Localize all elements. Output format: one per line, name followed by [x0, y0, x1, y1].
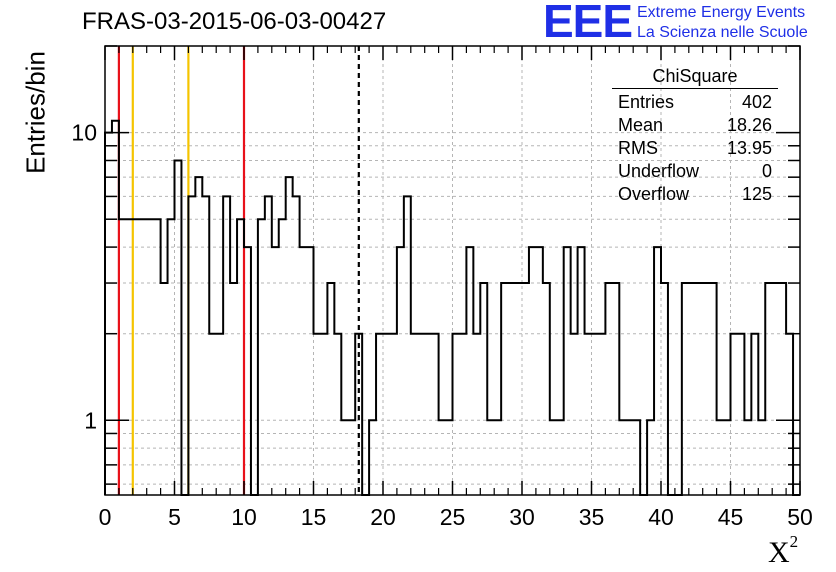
x-axis-label: X2 [768, 532, 799, 569]
run-title: FRAS-03-2015-06-03-00427 [82, 8, 387, 35]
x-tick-label: 10 [231, 504, 257, 530]
reference-lines [117, 46, 360, 495]
x-tick-label: 15 [301, 504, 327, 530]
x-tick-label: 40 [648, 504, 674, 530]
x-tick-label: 45 [718, 504, 744, 530]
x-tick-label: 25 [440, 504, 466, 530]
logo-text-line2: La Scienza nelle Scuole [637, 24, 808, 41]
y-axis-label: Entries/bin [20, 51, 51, 174]
stats-row-underflow: Underflow 0 [618, 161, 772, 181]
stats-box: ChiSquare Entries 402 Mean 18.26 RMS 13.95 … [612, 66, 778, 206]
y-tick-label: 1 [84, 407, 97, 433]
stats-title: ChiSquare [612, 66, 778, 89]
x-tick-label: 0 [99, 504, 112, 530]
y-tick-label: 10 [71, 120, 97, 146]
x-tick-label: 5 [168, 504, 181, 530]
stats-row-overflow: Overflow 125 [618, 184, 772, 204]
stats-row-rms: RMS 13.95 [618, 138, 772, 158]
x-tick-label: 30 [509, 504, 535, 530]
logo-text-line1: Extreme Energy Events [637, 4, 806, 21]
eee-logo: EEE [543, 0, 633, 47]
x-tick-label: 35 [579, 504, 605, 530]
x-tick-label: 50 [787, 504, 813, 530]
axis-ticks: 0 5 10 15 20 25 30 35 40 45 50 1 10 [71, 45, 813, 530]
stats-row-mean: Mean 18.26 [618, 115, 772, 135]
plot-frame [104, 45, 801, 496]
x-tick-label: 20 [370, 504, 396, 530]
stats-row-entries: Entries 402 [618, 92, 772, 112]
